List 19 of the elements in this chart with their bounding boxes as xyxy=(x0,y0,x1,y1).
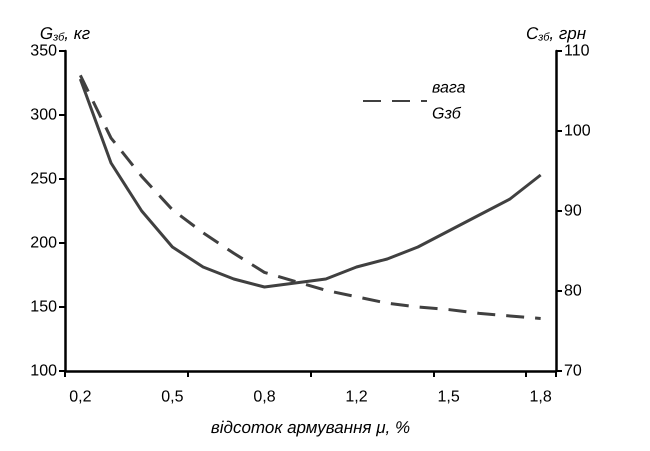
y2-tick-label: 110 xyxy=(564,42,590,60)
y2-tick-label: 70 xyxy=(564,362,582,380)
y-tick-label: 300 xyxy=(30,106,58,124)
y-tick-label: 200 xyxy=(30,234,58,252)
x-tick-label: 1,8 xyxy=(530,388,552,406)
legend-label: вага Gзб xyxy=(432,80,466,122)
x-tick-label: 0,2 xyxy=(69,388,92,406)
x-tick-label: 0,5 xyxy=(161,388,184,406)
y-tick-label: 150 xyxy=(30,298,58,316)
y2-tick-label: 100 xyxy=(564,122,591,140)
y2-tick-label: 90 xyxy=(564,202,582,220)
x-axis-title: відсоток армування μ, % xyxy=(210,418,410,437)
y-tick-label: 100 xyxy=(30,362,58,380)
y-tick-label: 350 xyxy=(30,42,58,60)
x-tick-label: 0,8 xyxy=(253,388,276,406)
y2-tick-label: 80 xyxy=(564,282,582,300)
x-tick-label: 1,2 xyxy=(345,388,368,406)
x-tick-label: 1,5 xyxy=(437,388,460,406)
y-tick-label: 250 xyxy=(30,170,58,188)
